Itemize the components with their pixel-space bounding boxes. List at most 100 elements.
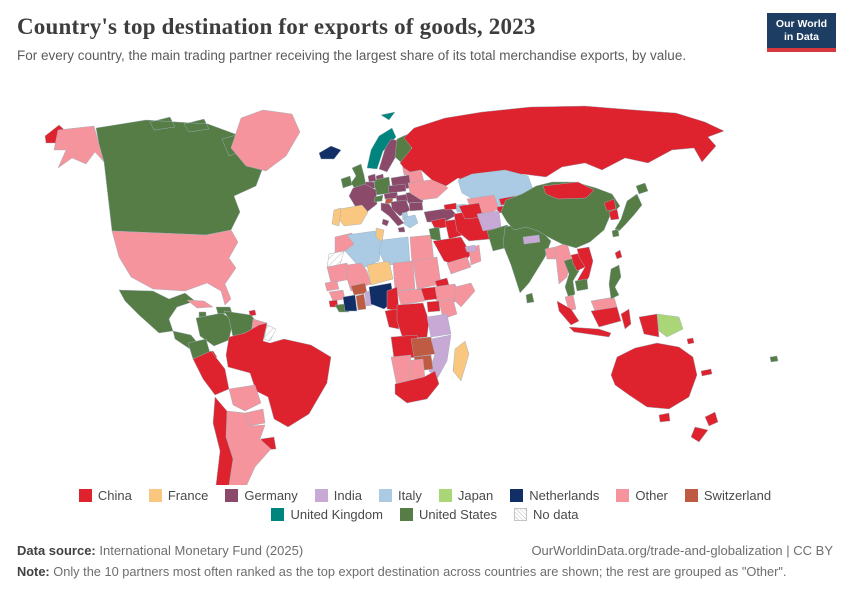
country-central-african-republic[interactable] bbox=[396, 288, 426, 306]
country-somalia[interactable] bbox=[454, 282, 476, 308]
legend-item-china[interactable]: China bbox=[78, 488, 132, 503]
country-gabon-congo[interactable] bbox=[384, 308, 400, 330]
country-israel-jordan[interactable] bbox=[428, 226, 442, 242]
owid-logo-line1: Our World bbox=[775, 18, 828, 30]
country-south-korea[interactable] bbox=[608, 208, 620, 221]
country-french-guiana[interactable] bbox=[263, 324, 277, 342]
legend-swatch bbox=[684, 489, 698, 502]
legend-item-india[interactable]: India bbox=[314, 488, 362, 503]
legend-item-germany[interactable]: Germany bbox=[225, 488, 298, 503]
legend-item-switzerland[interactable]: Switzerland bbox=[684, 488, 772, 503]
country-trinidad[interactable] bbox=[248, 309, 257, 317]
country-usa[interactable] bbox=[111, 229, 239, 306]
country-russia[interactable] bbox=[399, 105, 725, 187]
country-south-africa[interactable] bbox=[394, 370, 440, 404]
legend-item-netherlands[interactable]: Netherlands bbox=[510, 488, 599, 503]
legend-label: United Kingdom bbox=[290, 507, 383, 522]
legend-label: China bbox=[97, 488, 132, 503]
country-ghana[interactable] bbox=[355, 293, 367, 311]
country-philippines[interactable] bbox=[608, 264, 622, 300]
country-china[interactable] bbox=[500, 181, 621, 249]
legend-label: United States bbox=[418, 507, 497, 522]
country-bolivia[interactable] bbox=[228, 384, 262, 412]
legend-swatch bbox=[510, 489, 524, 502]
country-tanzania[interactable] bbox=[426, 313, 452, 338]
legend-label: Switzerland bbox=[703, 488, 772, 503]
country-dr-congo[interactable] bbox=[396, 302, 430, 340]
country-spain[interactable] bbox=[336, 204, 369, 227]
legend-item-united-states[interactable]: United States bbox=[399, 507, 497, 522]
country-ivory-coast[interactable] bbox=[342, 294, 358, 312]
country-ireland[interactable] bbox=[340, 175, 353, 189]
country-yemen[interactable] bbox=[446, 256, 472, 275]
country-portugal[interactable] bbox=[331, 207, 342, 227]
country-czechia-slovakia[interactable] bbox=[387, 183, 407, 194]
country-guinea[interactable] bbox=[328, 289, 346, 302]
country-greenland[interactable] bbox=[230, 109, 301, 172]
country-georgia[interactable] bbox=[443, 202, 458, 211]
country-bulgaria[interactable] bbox=[408, 201, 424, 212]
country-niger[interactable] bbox=[366, 260, 394, 286]
country-new-zealand[interactable] bbox=[690, 411, 719, 443]
note-label: Note: bbox=[17, 564, 54, 579]
legend-item-italy[interactable]: Italy bbox=[379, 488, 422, 503]
country-netherlands[interactable] bbox=[367, 173, 377, 183]
country-indonesia[interactable] bbox=[556, 300, 660, 338]
page-subtitle: For every country, the main trading part… bbox=[17, 48, 687, 63]
legend-item-other[interactable]: Other bbox=[616, 488, 668, 503]
country-solomon-islands[interactable] bbox=[686, 337, 695, 345]
legend-swatch bbox=[616, 489, 630, 502]
chart-footer: Data source: International Monetary Fund… bbox=[17, 543, 833, 579]
country-canada[interactable] bbox=[95, 116, 263, 236]
country-madagascar[interactable] bbox=[452, 340, 470, 382]
country-peru[interactable] bbox=[192, 350, 230, 396]
legend-row-1: China France Germany India Italy Japan Netherl… bbox=[78, 488, 772, 503]
owid-logo[interactable]: Our World in Data bbox=[767, 13, 836, 52]
country-cambodia[interactable] bbox=[574, 278, 589, 292]
legend-item-no-data[interactable]: No data bbox=[514, 507, 579, 522]
country-fiji[interactable] bbox=[769, 355, 779, 363]
country-brazil[interactable] bbox=[225, 322, 332, 428]
country-italy[interactable] bbox=[380, 202, 406, 233]
country-alaska[interactable] bbox=[53, 125, 105, 169]
country-taiwan[interactable] bbox=[614, 249, 623, 260]
country-japan[interactable] bbox=[611, 182, 649, 238]
legend-item-france[interactable]: France bbox=[148, 488, 208, 503]
legend-item-japan[interactable]: Japan bbox=[438, 488, 493, 503]
country-senegal[interactable] bbox=[324, 280, 340, 292]
country-nepal[interactable] bbox=[522, 234, 541, 245]
country-chile[interactable] bbox=[212, 396, 236, 485]
legend-label: Netherlands bbox=[529, 488, 600, 503]
country-bangladesh[interactable] bbox=[544, 246, 557, 260]
country-svalbard[interactable] bbox=[380, 111, 396, 121]
legend-swatch bbox=[271, 508, 285, 521]
legend-swatch bbox=[148, 489, 162, 502]
country-mongolia[interactable] bbox=[542, 181, 595, 200]
country-greece[interactable] bbox=[403, 214, 419, 229]
country-new-caledonia[interactable] bbox=[700, 368, 713, 377]
country-france[interactable] bbox=[348, 183, 378, 213]
country-uae[interactable] bbox=[464, 244, 477, 253]
country-norway[interactable] bbox=[366, 127, 397, 170]
country-papua-new-guinea[interactable] bbox=[656, 313, 684, 338]
legend-item-united-kingdom[interactable]: United Kingdom bbox=[271, 507, 383, 522]
country-north-korea[interactable] bbox=[603, 198, 617, 212]
country-kenya[interactable] bbox=[438, 298, 458, 320]
country-uganda[interactable] bbox=[426, 300, 441, 313]
legend-label: Italy bbox=[398, 488, 422, 503]
country-iceland[interactable] bbox=[318, 145, 342, 160]
country-switzerland[interactable] bbox=[373, 194, 384, 203]
owid-link[interactable]: OurWorldinData.org/trade-and-globalizati… bbox=[531, 543, 833, 558]
legend-swatch bbox=[78, 489, 92, 502]
map-legend: China France Germany India Italy Japan Netherl… bbox=[0, 488, 850, 522]
country-mexico[interactable] bbox=[118, 289, 196, 334]
legend-label: Germany bbox=[244, 488, 298, 503]
owid-logo-line2: in Data bbox=[783, 31, 819, 43]
country-chad[interactable] bbox=[392, 260, 416, 292]
country-cuba[interactable] bbox=[186, 299, 214, 309]
country-australia[interactable] bbox=[610, 342, 698, 423]
legend-swatch bbox=[379, 489, 392, 502]
country-sri-lanka[interactable] bbox=[525, 292, 535, 304]
country-libya[interactable] bbox=[378, 236, 411, 266]
